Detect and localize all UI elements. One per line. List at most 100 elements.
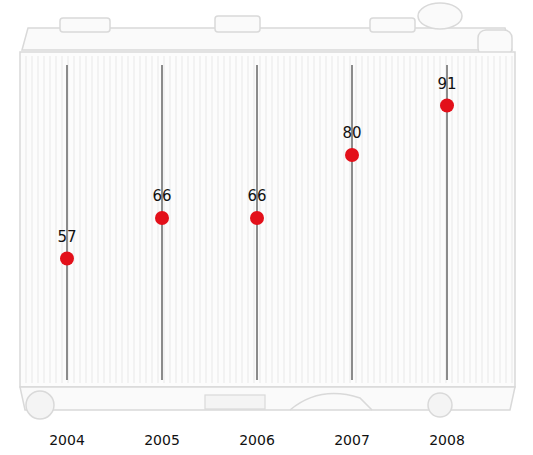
- data-point: [250, 211, 264, 225]
- radiator-fin: [176, 56, 177, 383]
- radiator-fin: [464, 56, 465, 383]
- radiator-fin: [152, 56, 153, 383]
- radiator-fin: [104, 56, 105, 383]
- radiator-fin: [50, 56, 51, 383]
- radiator-fin: [392, 56, 393, 383]
- radiator-fin: [356, 56, 357, 383]
- radiator-fin: [512, 56, 513, 383]
- radiator-fin: [62, 56, 63, 383]
- radiator-fin: [434, 56, 435, 383]
- chart-svg: 576666809120042005200620072008: [0, 0, 533, 455]
- radiator-fin: [500, 56, 501, 383]
- radiator-fin: [314, 56, 315, 383]
- radiator-fin: [386, 56, 387, 383]
- radiator-fin: [284, 56, 285, 383]
- chart-container: 576666809120042005200620072008: [0, 0, 533, 455]
- radiator-fins: [26, 56, 512, 383]
- radiator-fin: [134, 56, 135, 383]
- radiator-fin: [458, 56, 459, 383]
- x-tick-label: 2006: [239, 432, 275, 448]
- radiator-fin: [26, 56, 27, 383]
- radiator-fin: [110, 56, 111, 383]
- x-tick-label: 2005: [144, 432, 180, 448]
- radiator-drain: [428, 393, 452, 417]
- radiator-fin: [218, 56, 219, 383]
- radiator-fin: [482, 56, 483, 383]
- radiator-cap: [418, 3, 462, 29]
- category-line: [351, 65, 353, 380]
- data-point: [345, 148, 359, 162]
- radiator-fin: [140, 56, 141, 383]
- radiator-pipe: [290, 394, 372, 410]
- radiator-fin: [308, 56, 309, 383]
- category-lines: [67, 65, 447, 380]
- radiator-fin: [68, 56, 69, 383]
- radiator-fin: [212, 56, 213, 383]
- data-point: [155, 211, 169, 225]
- radiator-fin: [116, 56, 117, 383]
- radiator-fin: [80, 56, 81, 383]
- radiator-bracket: [370, 18, 415, 32]
- data-label: 66: [152, 187, 171, 205]
- radiator-fin: [374, 56, 375, 383]
- radiator-fin: [92, 56, 93, 383]
- radiator-fin: [506, 56, 507, 383]
- radiator-fin: [488, 56, 489, 383]
- radiator-fin: [338, 56, 339, 383]
- radiator-fin: [56, 56, 57, 383]
- radiator-fin: [344, 56, 345, 383]
- radiator-fin: [332, 56, 333, 383]
- x-tick-labels: 20042005200620072008: [49, 432, 465, 448]
- category-line: [66, 65, 68, 380]
- radiator-fin: [242, 56, 243, 383]
- radiator-fin: [236, 56, 237, 383]
- data-label: 66: [247, 187, 266, 205]
- radiator-fin: [494, 56, 495, 383]
- radiator-fin: [428, 56, 429, 383]
- radiator-fin: [146, 56, 147, 383]
- radiator-bracket: [60, 18, 110, 32]
- radiator-fin: [122, 56, 123, 383]
- radiator-fin: [266, 56, 267, 383]
- data-point: [60, 252, 74, 266]
- radiator-fin: [170, 56, 171, 383]
- radiator-fin: [86, 56, 87, 383]
- data-labels: 5766668091: [57, 75, 456, 246]
- radiator-fin: [98, 56, 99, 383]
- radiator-fin: [188, 56, 189, 383]
- radiator-fin: [128, 56, 129, 383]
- radiator-bracket: [215, 16, 260, 32]
- radiator-illustration: [20, 3, 515, 419]
- x-tick-label: 2004: [49, 432, 85, 448]
- radiator-fin: [380, 56, 381, 383]
- radiator-fin: [326, 56, 327, 383]
- radiator-fin: [350, 56, 351, 383]
- data-label: 91: [437, 75, 456, 93]
- x-tick-label: 2008: [429, 432, 465, 448]
- radiator-fin: [32, 56, 33, 383]
- radiator-outlet: [26, 391, 54, 419]
- radiator-fin: [470, 56, 471, 383]
- radiator-fin: [368, 56, 369, 383]
- radiator-fin: [44, 56, 45, 383]
- radiator-fin: [416, 56, 417, 383]
- radiator-fin: [398, 56, 399, 383]
- radiator-fin: [302, 56, 303, 383]
- radiator-fin: [278, 56, 279, 383]
- data-points: [60, 99, 454, 266]
- radiator-fin: [182, 56, 183, 383]
- radiator-fin: [404, 56, 405, 383]
- radiator-fin: [410, 56, 411, 383]
- radiator-fin: [476, 56, 477, 383]
- radiator-fin: [272, 56, 273, 383]
- radiator-fin: [194, 56, 195, 383]
- radiator-fin: [248, 56, 249, 383]
- radiator-fin: [290, 56, 291, 383]
- radiator-core: [20, 52, 515, 387]
- radiator-fin: [200, 56, 201, 383]
- radiator-fin: [320, 56, 321, 383]
- radiator-fin: [206, 56, 207, 383]
- radiator-fin: [362, 56, 363, 383]
- radiator-fin: [38, 56, 39, 383]
- radiator-fin: [422, 56, 423, 383]
